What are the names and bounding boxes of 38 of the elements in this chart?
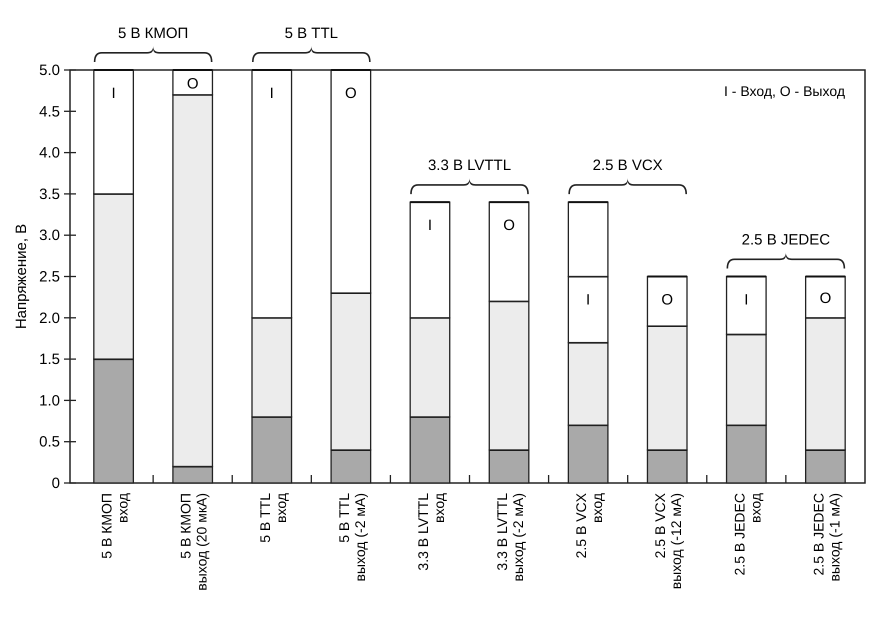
data-label: O <box>186 75 199 92</box>
annotation: 2.5 В JEDEC <box>742 232 830 248</box>
data-label: I <box>586 292 590 308</box>
y-tick-label: 0 <box>52 475 60 492</box>
x-tick-label: 5 В TTL вход <box>256 492 289 543</box>
x-tick-label: 2.5 В JEDEC вход <box>731 493 764 576</box>
y-tick-label: 1.0 <box>39 392 60 410</box>
annotation: I - Вход, O - Выход <box>724 83 845 99</box>
y-tick-label: 4.5 <box>39 103 60 120</box>
x-tick-label: 5 В КМОП вход <box>98 493 131 559</box>
y-tick-label: 5.0 <box>39 62 60 79</box>
y-tick-label: 0.5 <box>39 434 60 451</box>
x-tick-label: 2.5 В VCX выход (-12 мА) <box>652 492 684 590</box>
data-label: I <box>270 85 274 102</box>
data-label: O <box>820 290 832 308</box>
data-label: O <box>345 85 357 102</box>
data-label: I <box>428 217 432 234</box>
y-tick-label: 1.5 <box>39 351 60 368</box>
x-tick-label: 5 В КМОП выход (20 мкА) <box>178 493 210 591</box>
y-tick-label: 3.5 <box>39 186 60 203</box>
y-tick-label: 2.0 <box>39 310 60 327</box>
x-tick-label: 2.5 В VCX вход <box>573 492 606 558</box>
annotation: 2.5 В VCX <box>592 157 663 174</box>
data-label: O <box>661 292 674 308</box>
x-tick-label: 3.3 В LVTTL вход <box>414 492 447 571</box>
y-tick-label: 4.0 <box>39 144 60 162</box>
y-tick-label: 2.5 <box>39 268 60 286</box>
annotation: 5 В TTL <box>284 25 338 42</box>
x-tick-label: 5 В TTL выход (-2 мА) <box>336 492 368 582</box>
x-tick-label: 2.5 В JEDEC выход (-1 мА) <box>810 493 842 582</box>
annotation: 3.3 В LVTTL <box>428 157 512 174</box>
y-tick-label: 3.0 <box>39 227 60 244</box>
data-label: I <box>112 85 116 102</box>
y-axis-title: Напряжение, В <box>13 224 30 330</box>
data-label: I <box>744 292 748 308</box>
annotation: 5 В КМОП <box>118 25 188 42</box>
x-tick-label: 3.3 В LVTTL выход (-2 мА) <box>494 492 526 582</box>
data-label: O <box>503 217 515 234</box>
